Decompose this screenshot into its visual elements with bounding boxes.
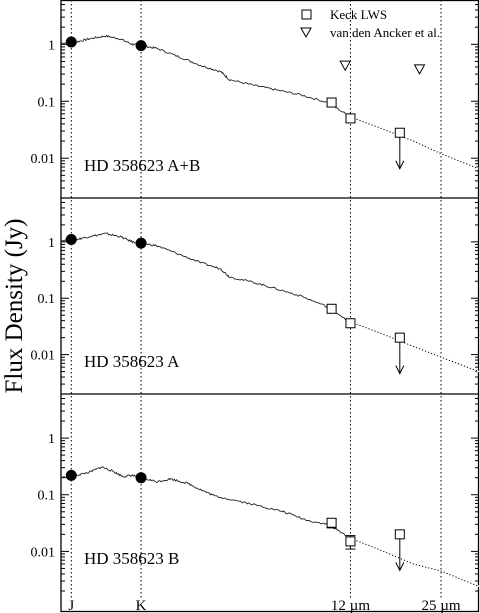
panel-label: HD 358623 A+B bbox=[84, 156, 200, 175]
model-gap bbox=[350, 321, 480, 373]
y-tick-label: 0.01 bbox=[31, 349, 56, 364]
photometry-point bbox=[65, 469, 77, 481]
y-axis-label: Flux Density (Jy) bbox=[1, 219, 28, 394]
legend-label: van den Ancker et al. bbox=[330, 25, 440, 40]
photometry-point bbox=[65, 234, 77, 246]
model-extrapolation bbox=[350, 537, 480, 587]
upper-limit-arrowhead bbox=[395, 562, 405, 572]
x-marker-label: K bbox=[136, 598, 147, 613]
photometry-point bbox=[135, 40, 147, 52]
upper-limit-arrowhead bbox=[395, 160, 405, 170]
x-marker-label: 25 µm bbox=[422, 598, 461, 613]
model-gap bbox=[350, 116, 480, 170]
van-den-ancker-point bbox=[339, 60, 352, 72]
photometry-point bbox=[135, 472, 147, 484]
model-extrapolation bbox=[350, 321, 480, 373]
keck-point bbox=[345, 113, 356, 124]
legend-label: Keck LWS bbox=[330, 7, 387, 22]
legend bbox=[300, 9, 312, 39]
legend-square-icon bbox=[301, 9, 312, 20]
keck-point bbox=[326, 303, 337, 314]
keck-point bbox=[345, 536, 356, 547]
photometry-point bbox=[135, 237, 147, 249]
keck-point bbox=[326, 517, 337, 528]
y-tick-label: 0.01 bbox=[31, 152, 56, 167]
photometry-point bbox=[65, 36, 77, 48]
y-tick-label: 1 bbox=[48, 38, 55, 53]
panel-2 bbox=[60, 197, 480, 395]
y-tick-label: 1 bbox=[48, 236, 55, 251]
keck-point bbox=[394, 127, 405, 138]
model-spectrum bbox=[60, 34, 477, 169]
y-tick-label: 0.1 bbox=[38, 489, 56, 504]
panel-label: HD 358623 B bbox=[84, 549, 179, 568]
panel-label: HD 358623 A bbox=[84, 352, 180, 371]
keck-point bbox=[394, 332, 405, 343]
van-den-ancker-point bbox=[413, 64, 426, 75]
keck-point bbox=[326, 97, 337, 108]
keck-point bbox=[394, 529, 405, 540]
y-tick-label: 0.01 bbox=[31, 545, 56, 560]
y-tick-label: 0.1 bbox=[38, 95, 56, 110]
upper-limit-arrowhead bbox=[395, 365, 405, 375]
panel-3 bbox=[60, 393, 480, 592]
panel-1 bbox=[60, 0, 480, 199]
y-tick-label: 0.1 bbox=[38, 292, 56, 307]
plot-frame bbox=[60, 0, 480, 613]
model-gap bbox=[350, 537, 480, 588]
model-extrapolation bbox=[350, 116, 480, 170]
keck-point bbox=[345, 318, 356, 329]
model-spectrum bbox=[60, 232, 477, 371]
x-marker-label: 12 µm bbox=[331, 598, 370, 613]
y-tick-label: 1 bbox=[48, 432, 55, 447]
x-marker-label: J bbox=[68, 598, 74, 613]
legend-triangle-icon bbox=[300, 27, 312, 39]
